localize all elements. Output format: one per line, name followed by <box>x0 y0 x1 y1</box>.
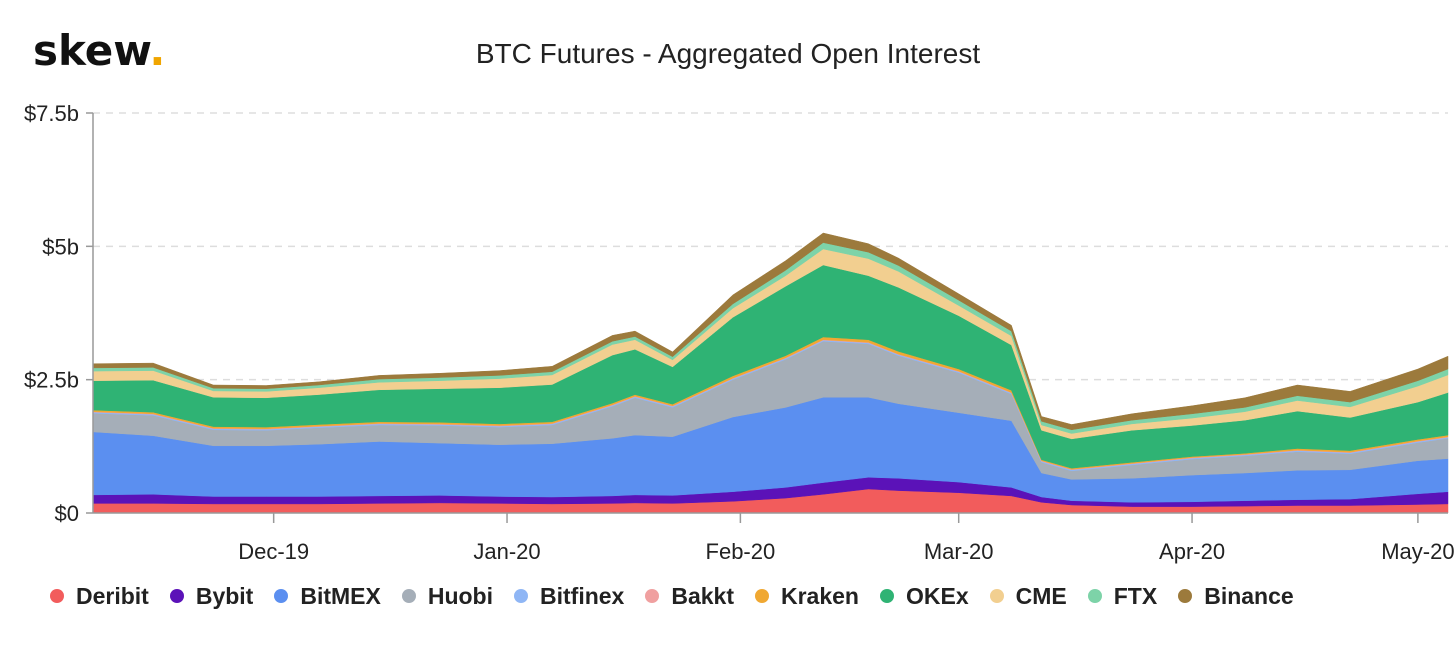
legend-item-deribit[interactable]: Deribit <box>50 583 149 610</box>
legend-item-cme[interactable]: CME <box>989 582 1067 610</box>
legend-item-ftx[interactable]: FTX <box>1087 582 1158 610</box>
legend-swatch-icon <box>169 589 184 603</box>
legend-swatch-icon <box>645 589 660 603</box>
legend-label: CME <box>1015 582 1067 609</box>
open-interest-chart: $0 $2.5b $5b $7.5b Dec-19 Jan-20 Feb-20 Mar-20… <box>24 101 1455 564</box>
legend-swatch-icon <box>50 589 64 603</box>
skew-logo: skew. <box>33 26 165 75</box>
y-tick-label-1: $2.5b <box>24 368 79 393</box>
legend-swatch-icon <box>274 589 289 603</box>
x-tick-label-3: Mar-20 <box>924 539 994 564</box>
axes <box>92 113 1448 514</box>
logo-text: skew <box>33 26 150 75</box>
y-tick-label-0: $0 <box>55 501 79 526</box>
legend-item-bitmex[interactable]: BitMEX <box>274 583 381 610</box>
legend-label: Binance <box>1204 582 1294 609</box>
legend-label: Bybit <box>195 582 254 609</box>
chart-title: BTC Futures - Aggregated Open Interest <box>475 38 981 69</box>
legend-item-huobi[interactable]: Huobi <box>401 582 493 610</box>
x-tick-label-1: Jan-20 <box>473 539 540 564</box>
legend-item-bakkt[interactable]: Bakkt <box>645 583 734 610</box>
legend-label: OKEx <box>905 582 969 609</box>
legend-item-binance[interactable]: Binance <box>1178 582 1294 610</box>
legend-swatch-icon <box>514 589 528 603</box>
chart-legend: Deribit Bybit BitMEX Huobi Bitfinex Bakkt Krak… <box>50 580 1315 612</box>
legend-item-bybit[interactable]: Bybit <box>169 582 254 610</box>
legend-label: Bitfinex <box>540 582 625 609</box>
logo-dot: . <box>149 26 166 75</box>
x-tick-label-4: Apr-20 <box>1159 539 1225 564</box>
area-binance <box>92 232 1449 431</box>
legend-swatch-icon <box>989 589 1004 603</box>
legend-swatch-icon <box>879 589 894 603</box>
legend-swatch-icon <box>755 589 769 603</box>
legend-item-bitfinex[interactable]: Bitfinex <box>514 583 624 610</box>
legend-swatch-icon <box>401 589 416 603</box>
x-axis-ticks: Dec-19 Jan-20 Feb-20 Mar-20 Apr-20 May-20 <box>238 513 1455 564</box>
y-axis-ticks: $0 $2.5b $5b $7.5b <box>24 101 93 526</box>
legend-item-okex[interactable]: OKEx <box>879 582 969 610</box>
legend-swatch-icon <box>1178 589 1193 603</box>
x-tick-label-2: Feb-20 <box>706 539 776 564</box>
legend-label: BitMEX <box>300 582 381 609</box>
x-tick-label-5: May-20 <box>1381 539 1454 564</box>
legend-item-kraken[interactable]: Kraken <box>755 583 859 610</box>
legend-label: Deribit <box>76 582 149 609</box>
y-tick-label-3: $7.5b <box>24 101 79 126</box>
stacked-areas <box>92 232 1449 514</box>
legend-label: Bakkt <box>671 582 734 609</box>
y-tick-label-2: $5b <box>42 234 79 259</box>
legend-swatch-icon <box>1087 589 1102 603</box>
legend-label: FTX <box>1113 582 1158 609</box>
legend-label: Huobi <box>427 582 493 609</box>
x-tick-label-0: Dec-19 <box>238 539 309 564</box>
legend-label: Kraken <box>781 582 859 609</box>
